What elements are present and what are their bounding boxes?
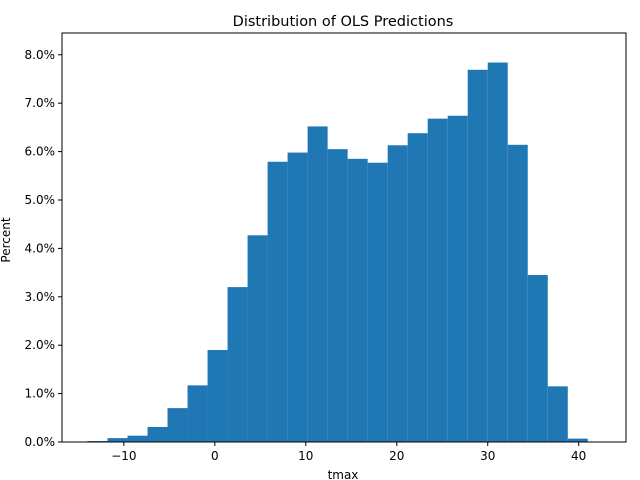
plot-frame — [61, 32, 627, 443]
chart-title: Distribution of OLS Predictions — [233, 14, 454, 30]
histogram-bar-17 — [427, 118, 448, 443]
histogram-bar-22 — [527, 275, 548, 442]
x-axis-label: tmax — [328, 468, 359, 480]
x-tick-label-4: 30 — [480, 449, 495, 463]
y-axis: 0.0% 1.0% 2.0% 3.0% 4.0% 5.0% 6.0% 7.0% 8.0% — [25, 48, 62, 449]
bars-group — [87, 62, 588, 443]
histogram-bar-19 — [467, 69, 488, 442]
histogram-bar-3 — [147, 426, 168, 442]
histogram-bar-14 — [367, 162, 388, 443]
x-tick-label-5: 40 — [571, 449, 586, 463]
histogram-bar-11 — [307, 126, 328, 442]
y-tick-label-0: 0.0% — [25, 435, 56, 449]
y-axis-label: Percent — [0, 217, 13, 262]
histogram-bar-7 — [227, 287, 248, 442]
histogram-bar-8 — [247, 235, 268, 442]
histogram-bar-4 — [167, 408, 188, 442]
histogram-bar-12 — [327, 149, 348, 442]
histogram-bar-5 — [187, 385, 208, 442]
histogram-bar-2 — [127, 435, 148, 442]
histogram-bar-15 — [387, 145, 408, 442]
histogram-bar-23 — [547, 386, 568, 442]
x-tick-label-2: 10 — [298, 449, 313, 463]
histogram-bar-24 — [567, 438, 588, 442]
histogram-bar-6 — [207, 350, 228, 442]
histogram-bar-1 — [107, 438, 128, 442]
y-tick-label-7: 7.0% — [25, 96, 56, 110]
histogram-bar-21 — [507, 144, 528, 443]
x-tick-label-3: 20 — [389, 449, 404, 463]
histogram-bar-9 — [267, 161, 288, 442]
x-tick-label-1: 0 — [211, 449, 219, 463]
y-tick-label-3: 3.0% — [25, 290, 56, 304]
histogram-bar-16 — [407, 133, 428, 442]
y-tick-label-2: 2.0% — [25, 338, 56, 352]
x-tick-label-0: −10 — [111, 449, 136, 463]
y-tick-label-6: 6.0% — [25, 145, 56, 159]
histogram-bar-13 — [347, 158, 368, 442]
histogram-bar-20 — [487, 62, 508, 442]
y-tick-label-8: 8.0% — [25, 48, 56, 62]
y-tick-label-1: 1.0% — [25, 387, 56, 401]
histogram-bar-10 — [287, 152, 308, 443]
y-tick-label-5: 5.0% — [25, 193, 56, 207]
y-tick-label-4: 4.0% — [25, 241, 56, 255]
x-axis: −10 0 10 20 30 40 — [111, 442, 586, 463]
histogram-bar-18 — [447, 115, 468, 443]
